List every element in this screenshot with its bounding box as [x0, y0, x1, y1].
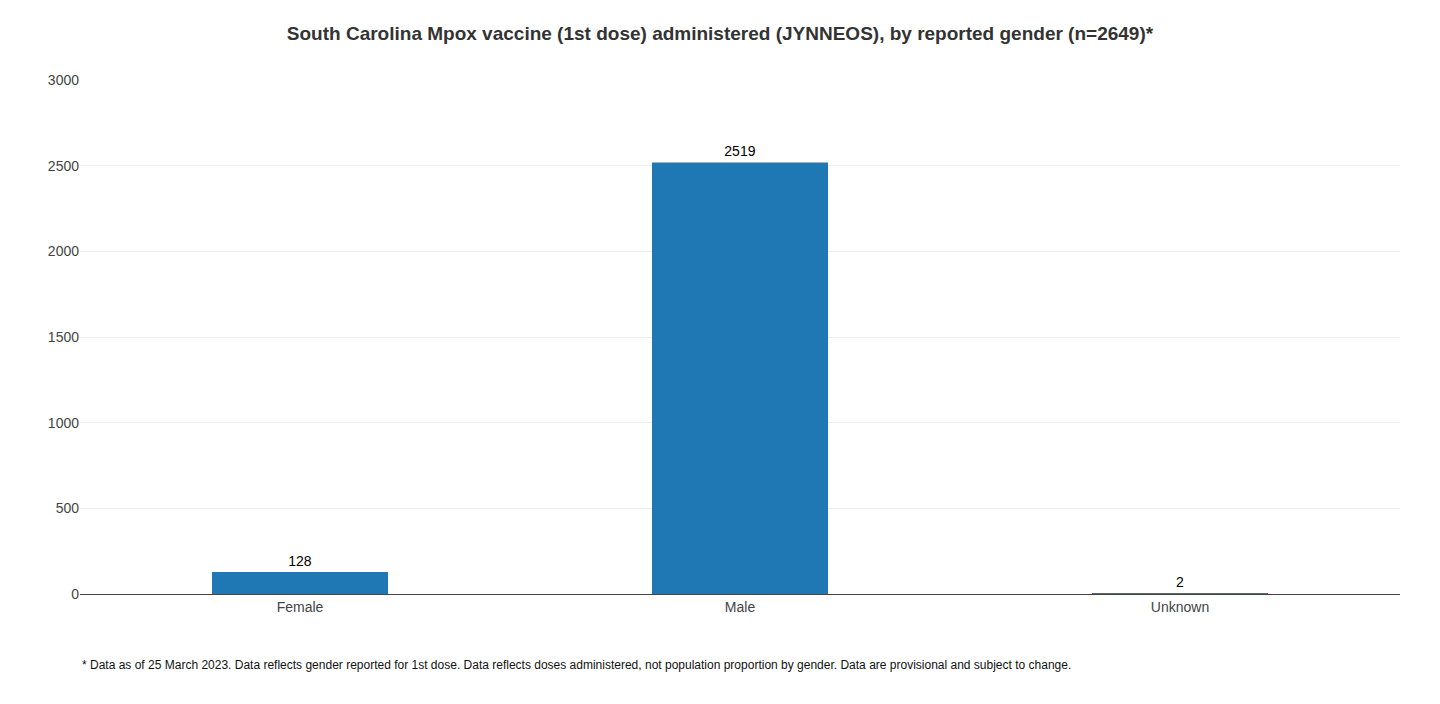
svg-text:2500: 2500 — [48, 158, 79, 174]
svg-text:2: 2 — [1176, 574, 1184, 590]
svg-text:2000: 2000 — [48, 243, 79, 259]
svg-text:2519: 2519 — [724, 143, 755, 159]
svg-text:0: 0 — [71, 586, 79, 602]
svg-text:Unknown: Unknown — [1151, 599, 1209, 615]
svg-text:Female: Female — [277, 599, 324, 615]
svg-text:1000: 1000 — [48, 415, 79, 431]
svg-text:128: 128 — [288, 553, 312, 569]
svg-text:1500: 1500 — [48, 329, 79, 345]
svg-text:3000: 3000 — [48, 72, 79, 88]
svg-text:South Carolina Mpox vaccine (1: South Carolina Mpox vaccine (1st dose) a… — [287, 23, 1154, 44]
svg-text:* Data as of 25 March 2023. Da: * Data as of 25 March 2023. Data reflect… — [82, 658, 1071, 672]
svg-text:Male: Male — [725, 599, 756, 615]
svg-text:500: 500 — [56, 500, 80, 516]
